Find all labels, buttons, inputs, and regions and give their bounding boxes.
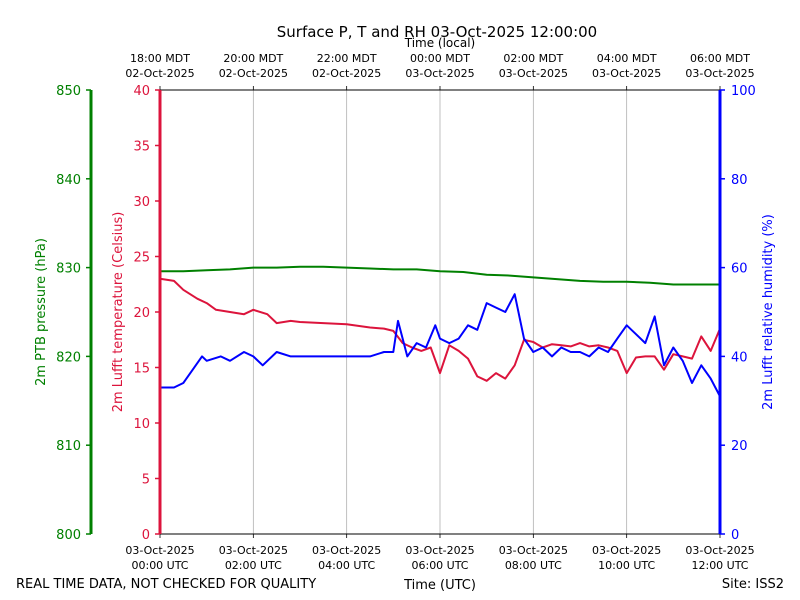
series-layer: [159, 265, 721, 397]
x-top-tick-label-time: 20:00 MDT: [223, 52, 283, 65]
temperature-axis-tick-label: 35: [133, 140, 150, 155]
x-top-tick-label-time: 00:00 MDT: [410, 52, 470, 65]
temperature-axis-tick-label: 30: [133, 195, 150, 210]
x-tick-label-date: 03-Oct-2025: [499, 544, 568, 557]
x-top-tick-label-time: 04:00 MDT: [597, 52, 657, 65]
pressure-axis-tick-label: 830: [56, 262, 81, 277]
axes-layer: 03-Oct-2025 00:00 UTC 18:00 MDT 02-Oct-2025…: [34, 52, 776, 572]
footer-disclaimer: REAL TIME DATA, NOT CHECKED FOR QUALITY: [16, 577, 316, 592]
pressure-axis-tick-label: 820: [56, 350, 81, 365]
pressure-axis-tick-label: 810: [56, 439, 81, 454]
x-tick-label-time: 02:00 UTC: [225, 559, 282, 572]
x-top-tick-label-time: 18:00 MDT: [130, 52, 190, 65]
x-top-tick-label-date: 03-Oct-2025: [499, 67, 568, 80]
x-tick-label-date: 03-Oct-2025: [405, 544, 474, 557]
x-top-tick-label-time: 02:00 MDT: [503, 52, 563, 65]
x-axis-label: Time (UTC): [403, 578, 476, 593]
x-tick-label-date: 03-Oct-2025: [685, 544, 754, 557]
temperature-axis-tick-label: 20: [133, 306, 150, 321]
grid-layer: [252, 90, 628, 534]
x-top-tick-label-date: 02-Oct-2025: [219, 67, 288, 80]
x-top-tick-label-date: 02-Oct-2025: [125, 67, 194, 80]
humidity-axis-title: 2m Lufft relative humidity (%): [761, 214, 776, 410]
x-tick-label-time: 08:00 UTC: [505, 559, 562, 572]
humidity-axis-tick-label: 20: [731, 439, 748, 454]
x-tick-label-time: 04:00 UTC: [318, 559, 375, 572]
temperature-axis-tick-label: 0: [142, 528, 150, 543]
x-tick-label-time: 06:00 UTC: [411, 559, 468, 572]
x-tick-label-date: 03-Oct-2025: [312, 544, 381, 557]
humidity-axis-tick-label: 60: [731, 262, 748, 277]
x-tick-label-date: 03-Oct-2025: [592, 544, 661, 557]
series-line-humidity: [160, 293, 721, 397]
temperature-axis-tick-label: 40: [133, 84, 150, 99]
x-top-tick-label-date: 03-Oct-2025: [405, 67, 474, 80]
x-tick-label-time: 10:00 UTC: [598, 559, 655, 572]
footer-site: Site: ISS2: [722, 577, 784, 592]
chart-title: Surface P, T and RH 03-Oct-2025 12:00:00: [277, 23, 597, 41]
x-tick-label-time: 00:00 UTC: [131, 559, 188, 572]
x-tick-label-time: 12:00 UTC: [691, 559, 748, 572]
pressure-axis-tick-label: 800: [56, 528, 81, 543]
temperature-axis-tick-label: 15: [133, 362, 150, 377]
pressure-axis-tick-label: 850: [56, 84, 81, 99]
humidity-axis-tick-label: 80: [731, 173, 748, 188]
top-axis-label: Time (local): [404, 36, 476, 50]
humidity-axis-tick-label: 40: [731, 350, 748, 365]
humidity-axis-tick-label: 100: [731, 84, 756, 99]
pressure-axis-tick-label: 840: [56, 173, 81, 188]
x-tick-label-date: 03-Oct-2025: [125, 544, 194, 557]
x-tick-label-date: 03-Oct-2025: [219, 544, 288, 557]
temperature-axis-tick-label: 25: [133, 251, 150, 266]
temperature-axis-title: 2m Lufft temperature (Celsius): [111, 212, 126, 413]
temperature-axis-tick-label: 5: [142, 473, 150, 488]
temperature-axis-tick-label: 10: [133, 417, 150, 432]
x-top-tick-label-time: 22:00 MDT: [317, 52, 377, 65]
humidity-axis-tick-label: 0: [731, 528, 739, 543]
x-top-tick-label-date: 03-Oct-2025: [685, 67, 754, 80]
x-top-tick-label-date: 03-Oct-2025: [592, 67, 661, 80]
series-line-temperature: [159, 277, 721, 382]
x-top-tick-label-time: 06:00 MDT: [690, 52, 750, 65]
pressure-axis-title: 2m PTB pressure (hPa): [34, 238, 49, 386]
series-line-pressure: [160, 265, 720, 286]
x-top-tick-label-date: 02-Oct-2025: [312, 67, 381, 80]
